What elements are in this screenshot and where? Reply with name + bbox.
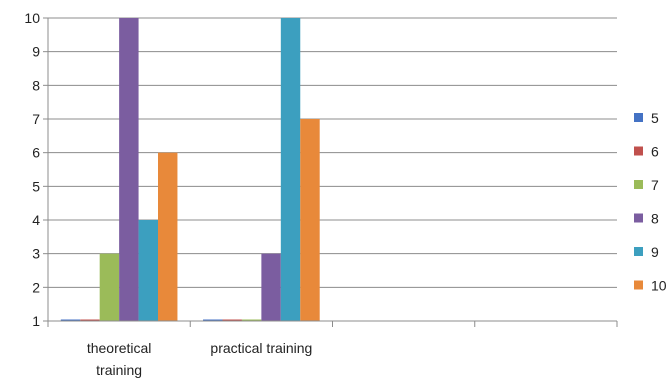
bar-9 [138, 220, 159, 321]
bar-5 [203, 319, 223, 321]
legend-label-7: 7 [651, 177, 659, 193]
y-axis-tick-labels: 1 2 3 4 5 6 7 8 9 10 [24, 10, 40, 329]
bar-9 [280, 18, 301, 321]
legend-label-10: 10 [651, 278, 667, 294]
y-tick-label: 9 [32, 44, 40, 60]
category-label: theoretical [87, 340, 152, 356]
bar-5 [60, 319, 81, 321]
bars [60, 18, 320, 321]
bar-6 [222, 319, 242, 321]
legend-swatch-8 [634, 213, 643, 223]
bar-8 [261, 253, 281, 321]
bar-8 [119, 18, 139, 321]
y-tick-label: 5 [32, 178, 40, 194]
axes [43, 17, 618, 327]
bar-7 [99, 253, 120, 321]
category-label: practical training [210, 340, 312, 356]
y-tick-label: 6 [32, 145, 40, 161]
y-tick-label: 1 [32, 313, 40, 329]
y-tick-label: 10 [24, 10, 40, 26]
y-tick-label: 7 [32, 111, 40, 127]
y-tick-label: 2 [32, 279, 40, 295]
legend-swatch-9 [634, 247, 643, 256]
y-tick-label: 3 [32, 246, 40, 262]
legend: 5 6 7 8 9 10 [634, 110, 667, 294]
legend-label-9: 9 [651, 244, 659, 260]
category-label: training [96, 362, 142, 378]
legend-swatch-6 [634, 146, 643, 156]
legend-swatch-5 [634, 113, 643, 122]
legend-swatch-10 [634, 280, 643, 290]
bar-6 [80, 319, 100, 321]
y-tick-label: 8 [32, 77, 40, 93]
legend-label-5: 5 [651, 110, 659, 126]
bar-10 [300, 119, 320, 321]
legend-label-6: 6 [651, 144, 659, 160]
legend-swatch-7 [634, 180, 643, 189]
y-tick-label: 4 [32, 212, 40, 228]
bar-7 [241, 319, 262, 321]
legend-label-8: 8 [651, 211, 659, 227]
bar-10 [158, 152, 178, 321]
category-labels: theoretical training practical training [87, 340, 313, 378]
